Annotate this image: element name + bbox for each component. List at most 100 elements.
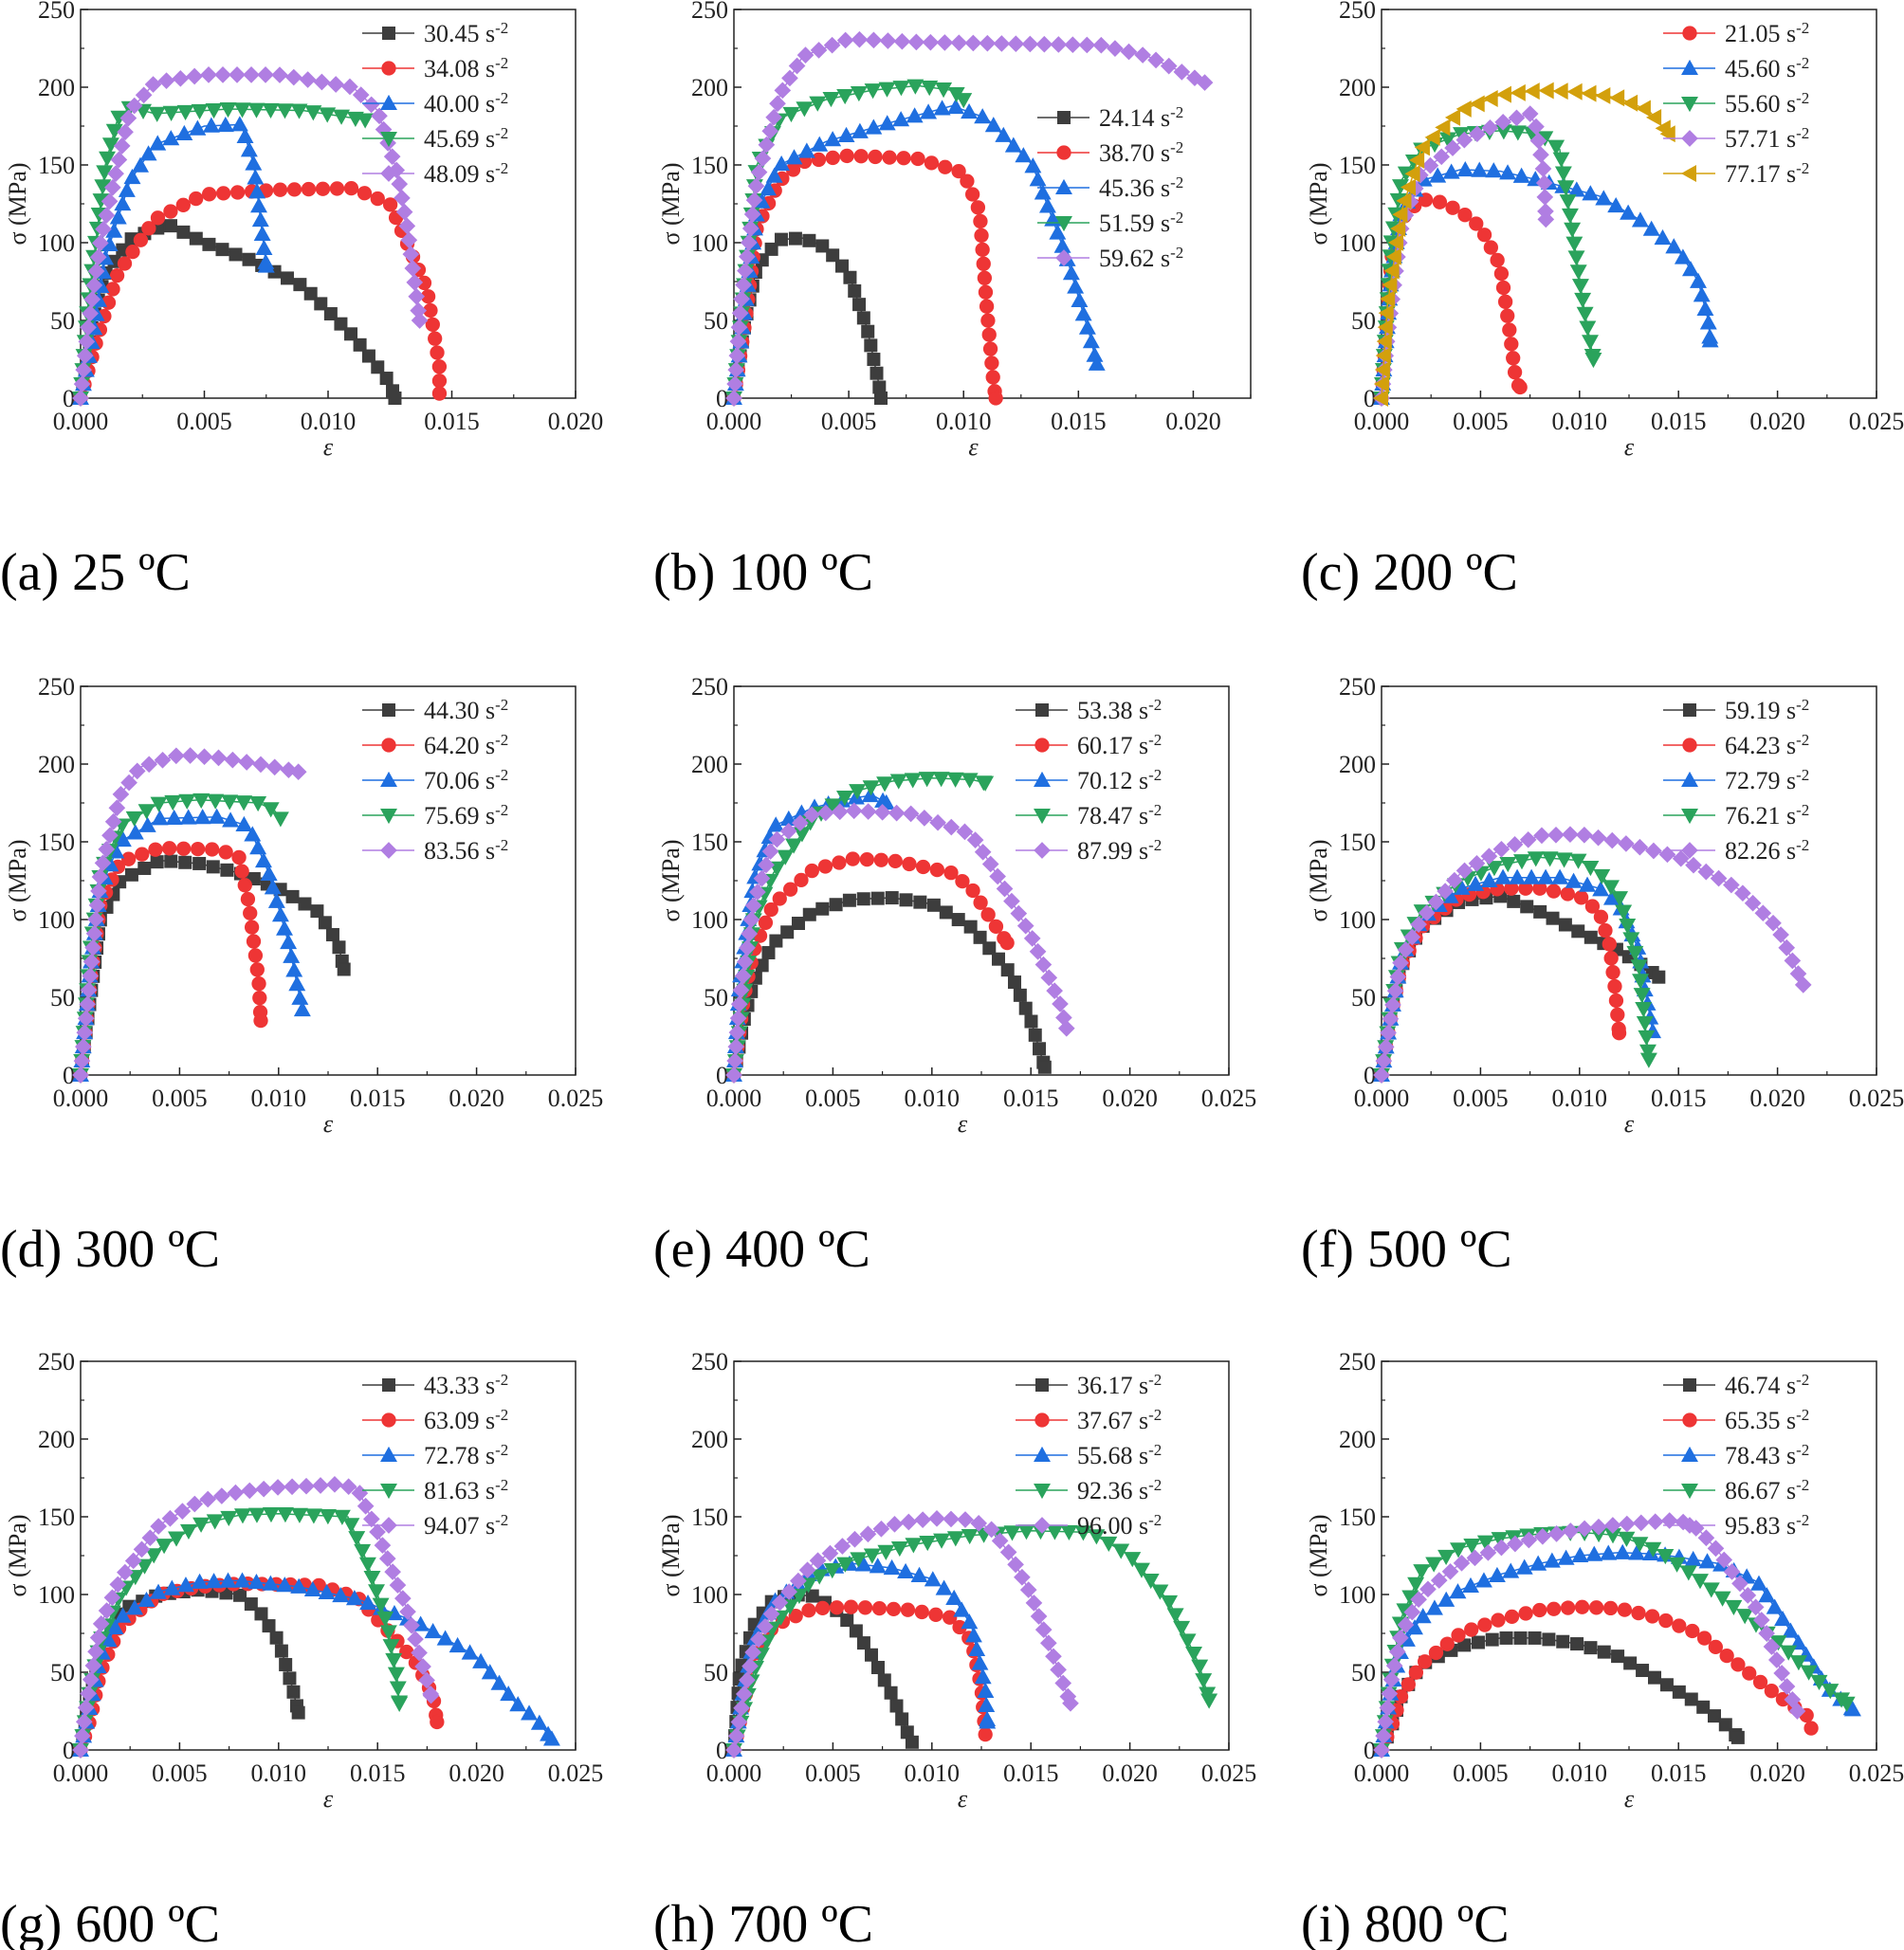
data-point xyxy=(929,862,944,878)
data-point xyxy=(796,46,815,64)
data-point xyxy=(358,1557,376,1573)
y-tick-label: 150 xyxy=(1339,152,1376,179)
data-point xyxy=(120,774,137,792)
data-point xyxy=(788,1609,803,1624)
data-point xyxy=(176,225,191,239)
data-point xyxy=(1557,1549,1575,1565)
data-point xyxy=(727,1727,745,1745)
legend-value: 55.60 s xyxy=(1725,90,1796,118)
legend-marker xyxy=(1034,1484,1051,1500)
data-point xyxy=(117,256,133,271)
data-point xyxy=(1453,1554,1471,1572)
series-line xyxy=(80,859,345,1076)
legend-value: 36.17 s xyxy=(1077,1372,1148,1399)
data-point xyxy=(1389,968,1407,986)
data-point xyxy=(1499,1631,1513,1645)
data-point xyxy=(164,219,178,233)
data-point xyxy=(1508,109,1526,127)
data-point xyxy=(1582,860,1600,877)
data-point xyxy=(521,1704,539,1721)
data-point xyxy=(164,854,178,868)
data-point xyxy=(1382,276,1398,294)
legend-label: 37.67 s-2 xyxy=(1077,1406,1162,1435)
legend-unit-exponent: -2 xyxy=(1170,244,1183,262)
data-point xyxy=(109,209,127,225)
data-point xyxy=(728,1024,746,1041)
data-point xyxy=(1040,969,1058,987)
data-point xyxy=(1569,853,1587,869)
data-point xyxy=(1507,365,1523,380)
data-point xyxy=(337,962,351,976)
data-point xyxy=(288,975,306,992)
data-point xyxy=(735,276,752,294)
legend-unit-exponent: -2 xyxy=(495,54,508,72)
data-point xyxy=(89,248,107,266)
data-point xyxy=(399,1603,416,1621)
legend: 24.14 s-238.70 s-245.36 s-251.59 s-259.6… xyxy=(1037,103,1183,272)
data-point xyxy=(123,168,141,185)
data-point xyxy=(1674,248,1692,264)
data-point xyxy=(737,262,754,280)
data-point xyxy=(1803,1721,1819,1736)
data-point xyxy=(213,1487,230,1504)
x-tick-label: 0.000 xyxy=(706,1084,762,1112)
panel-label: (f) 500 ºC xyxy=(1301,1220,1512,1279)
data-point xyxy=(906,107,924,123)
data-point xyxy=(1479,1544,1497,1561)
data-point xyxy=(76,347,94,365)
data-point xyxy=(262,802,280,818)
data-point xyxy=(1013,988,1027,1002)
legend-label: 43.33 s-2 xyxy=(424,1371,508,1400)
data-point xyxy=(371,107,388,125)
data-point xyxy=(1374,361,1390,379)
data-point xyxy=(332,1586,350,1603)
data-point xyxy=(836,89,854,105)
legend-marker xyxy=(1056,145,1071,160)
data-point xyxy=(743,206,761,223)
data-point xyxy=(176,1576,194,1593)
legend-unit-exponent: -2 xyxy=(495,19,508,37)
data-point xyxy=(240,141,258,157)
data-point xyxy=(933,100,951,116)
data-point xyxy=(1504,337,1519,352)
data-point xyxy=(734,967,752,985)
subplot-d: 0 50 100 150 200 250 0.000 0.005 0.010 0.015 0.020… xyxy=(0,673,603,1279)
data-point xyxy=(334,317,348,331)
y-tick-label: 50 xyxy=(50,1659,75,1686)
data-point xyxy=(407,1631,424,1648)
data-point xyxy=(792,814,809,831)
data-point xyxy=(817,859,833,874)
data-point xyxy=(886,1601,902,1617)
legend-value: 37.67 s xyxy=(1077,1407,1148,1434)
data-point xyxy=(1410,1591,1427,1609)
data-point xyxy=(899,893,913,907)
data-point xyxy=(843,270,857,284)
x-tick-label: 0.000 xyxy=(1354,408,1410,435)
legend-marker xyxy=(1055,249,1072,266)
data-point xyxy=(250,197,267,213)
data-point xyxy=(1644,1541,1662,1558)
data-point xyxy=(914,1511,931,1528)
data-point xyxy=(378,1550,396,1567)
data-point xyxy=(1071,291,1089,308)
series-line xyxy=(733,104,1098,399)
data-point xyxy=(823,1563,841,1579)
legend-value: 59.19 s xyxy=(1725,697,1796,724)
data-point xyxy=(1034,956,1053,974)
data-point xyxy=(1559,194,1577,210)
data-point xyxy=(257,66,274,83)
data-point xyxy=(822,91,840,108)
data-point xyxy=(220,863,234,877)
legend-value: 51.59 s xyxy=(1099,210,1170,237)
data-point xyxy=(1838,1696,1856,1712)
data-point xyxy=(1161,1595,1179,1612)
data-point xyxy=(832,855,847,870)
data-point xyxy=(144,76,162,93)
data-point xyxy=(1536,189,1554,206)
data-point xyxy=(910,151,925,167)
data-point xyxy=(244,826,262,842)
data-point xyxy=(430,345,445,360)
data-point xyxy=(1633,988,1651,1004)
data-point xyxy=(1132,1562,1150,1578)
data-point xyxy=(1556,1634,1570,1649)
